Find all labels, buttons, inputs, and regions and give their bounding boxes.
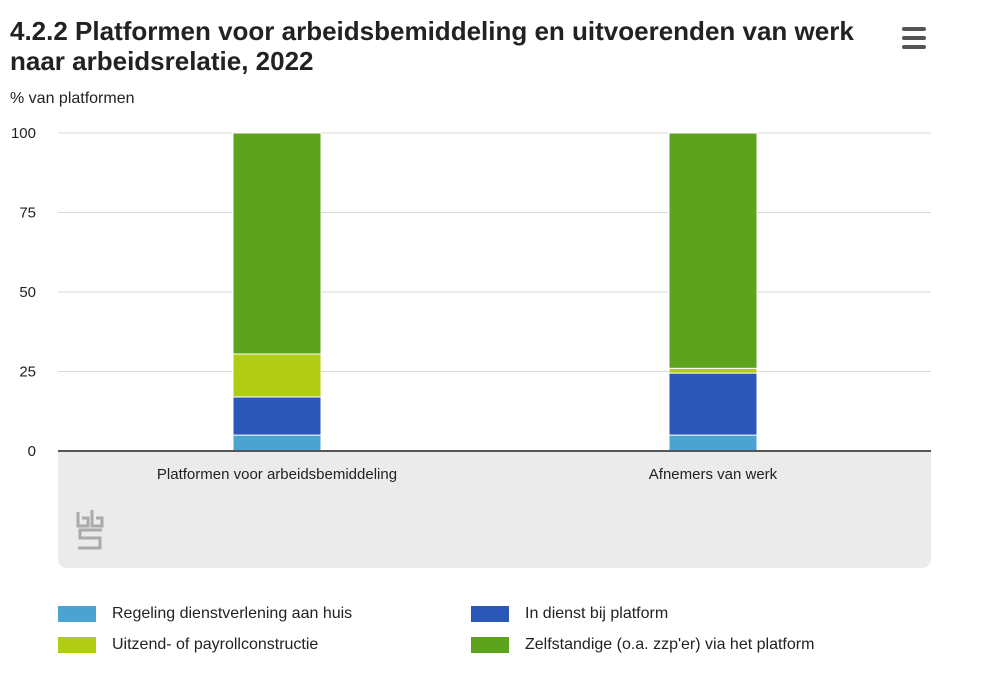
bar-segment [668,434,758,452]
stacked-bar-chart: 0 25 50 75 100 Platformen voor arbeidsbemidde… [11,125,931,568]
legend-swatch [471,606,509,622]
y-tick-label: 50 [19,284,36,301]
legend-label: In dienst bij platform [525,605,669,622]
hamburger-menu-icon[interactable] [897,24,931,52]
legend: Regeling dienstverlening aan huis In die… [58,600,938,670]
legend-item[interactable]: Regeling dienstverlening aan huis [58,602,352,626]
legend-label: Regeling dienstverlening aan huis [112,605,353,622]
legend-swatch [58,606,96,622]
y-tick-label: 75 [19,205,36,222]
legend-label: Uitzend- of payrollconstructie [112,636,319,653]
category-label-band [58,451,931,568]
bar-segment [232,396,322,436]
legend-item[interactable]: Uitzend- of payrollconstructie [58,633,318,657]
y-tick-label: 0 [28,443,36,460]
y-tick-label: 25 [19,364,36,381]
legend-swatch [58,637,96,653]
bar-segment [668,367,758,374]
bar-segment [668,132,758,369]
legend-item[interactable]: In dienst bij platform [471,602,668,626]
legend-item[interactable]: Zelfstandige (o.a. zzp'er) via het platf… [471,633,814,657]
bar-segment [232,132,322,355]
x-tick-label: Platformen voor arbeidsbemiddeling [157,466,397,483]
bar-segment [668,372,758,436]
bar-segment [232,353,322,398]
cbs-logo-icon [76,510,104,550]
y-axis-label: % van platformen [10,90,135,107]
y-tick-label: 100 [11,125,36,142]
x-tick-label: Afnemers van werk [649,466,778,483]
legend-swatch [471,637,509,653]
bar-segment [232,434,322,452]
chart-title: 4.2.2 Platformen voor arbeidsbemiddeling… [10,16,854,76]
legend-label: Zelfstandige (o.a. zzp'er) via het platf… [525,636,815,653]
